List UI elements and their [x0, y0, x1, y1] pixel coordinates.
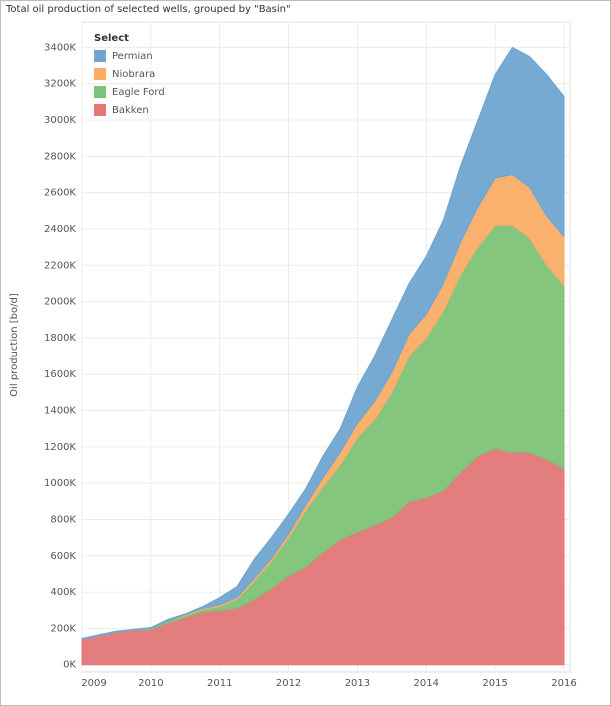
y-tick-label: 200K [50, 623, 76, 634]
legend-swatch [94, 104, 106, 116]
y-tick-label: 2000K [44, 297, 76, 308]
y-tick-label: 1600K [44, 369, 76, 380]
y-axis-label: Oil production [bo/d] [9, 293, 20, 397]
y-tick-label: 400K [50, 587, 76, 598]
legend-swatch [94, 68, 106, 80]
y-tick-label: 2800K [44, 151, 76, 162]
chart-title: Total oil production of selected wells, … [5, 4, 291, 15]
y-tick-label: 2600K [44, 188, 76, 199]
y-tick-label: 1000K [44, 478, 76, 489]
area [81, 46, 565, 640]
x-tick-label: 2013 [345, 678, 370, 689]
y-tick-label: 1200K [44, 442, 76, 453]
legend-swatch [94, 86, 106, 98]
x-tick-label: 2016 [551, 678, 576, 689]
y-tick-label: 2200K [44, 260, 76, 271]
x-tick-label: 2010 [138, 678, 163, 689]
x-tick-label: 2014 [414, 678, 439, 689]
legend-swatch [94, 50, 106, 62]
x-tick-label: 2015 [482, 678, 507, 689]
y-tick-label: 800K [50, 514, 76, 525]
legend-label: Eagle Ford [112, 87, 165, 98]
legend-label: Bakken [112, 105, 149, 116]
legend-title: Select [94, 33, 129, 44]
y-tick-label: 1800K [44, 333, 76, 344]
legend-label: Niobrara [112, 69, 155, 80]
y-tick-label: 0K [63, 660, 76, 671]
y-tick-label: 3000K [44, 115, 76, 126]
x-tick-label: 2012 [276, 678, 301, 689]
y-tick-label: 600K [50, 551, 76, 562]
y-tick-label: 2400K [44, 224, 76, 235]
legend-label: Permian [112, 51, 153, 62]
x-tick-label: 2009 [81, 678, 106, 689]
x-tick-label: 2011 [207, 678, 232, 689]
y-tick-label: 3200K [44, 79, 76, 90]
y-tick-label: 3400K [44, 42, 76, 53]
y-tick-label: 1400K [44, 406, 76, 417]
